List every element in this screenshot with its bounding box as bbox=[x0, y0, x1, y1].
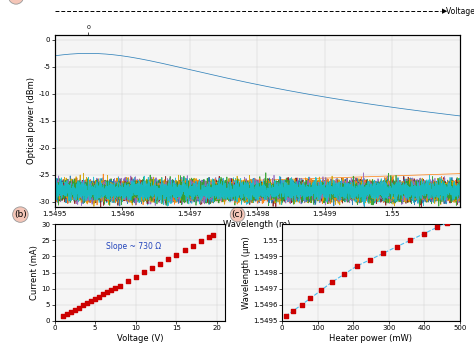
Point bbox=[100, 292, 107, 297]
X-axis label: Voltage (V): Voltage (V) bbox=[117, 334, 163, 343]
Point bbox=[205, 234, 213, 240]
Point bbox=[366, 257, 374, 263]
Point bbox=[317, 287, 325, 293]
Point bbox=[189, 243, 196, 249]
Text: ▶: ▶ bbox=[442, 8, 447, 14]
Y-axis label: Wavelength (μm): Wavelength (μm) bbox=[242, 236, 251, 309]
Point bbox=[173, 252, 180, 257]
Point bbox=[67, 309, 74, 315]
Point bbox=[156, 261, 164, 266]
Text: (c): (c) bbox=[232, 210, 244, 219]
Point bbox=[353, 263, 360, 269]
Point bbox=[83, 300, 91, 306]
Text: Voltage (V): Voltage (V) bbox=[446, 7, 474, 16]
Point bbox=[112, 285, 119, 290]
Text: Slope ~ 730 Ω: Slope ~ 730 Ω bbox=[106, 241, 161, 250]
Point bbox=[132, 274, 139, 279]
Point bbox=[209, 232, 217, 238]
Point bbox=[79, 303, 87, 308]
Point bbox=[124, 278, 131, 284]
Point bbox=[307, 296, 314, 301]
Text: $\times 10^{-6}$: $\times 10^{-6}$ bbox=[436, 238, 460, 249]
Point bbox=[392, 244, 400, 249]
Point bbox=[103, 289, 111, 295]
Y-axis label: Optical power (dBm): Optical power (dBm) bbox=[27, 77, 36, 164]
Point bbox=[95, 294, 103, 299]
Point bbox=[87, 298, 95, 304]
Point bbox=[433, 225, 440, 230]
Point bbox=[420, 231, 428, 237]
X-axis label: Heater power (mW): Heater power (mW) bbox=[329, 334, 412, 343]
Point bbox=[91, 296, 99, 302]
Point bbox=[181, 247, 188, 253]
Point bbox=[452, 217, 459, 222]
Point bbox=[75, 305, 82, 310]
Text: (b): (b) bbox=[14, 210, 27, 219]
Y-axis label: Current (mA): Current (mA) bbox=[29, 245, 38, 300]
Point bbox=[380, 250, 387, 256]
Point bbox=[197, 239, 205, 244]
Point bbox=[328, 279, 336, 285]
Point bbox=[59, 314, 66, 319]
Text: (a): (a) bbox=[10, 0, 22, 1]
Point bbox=[444, 220, 451, 225]
Point bbox=[406, 238, 414, 243]
Point bbox=[116, 283, 123, 288]
Point bbox=[164, 256, 172, 262]
Point bbox=[289, 308, 297, 314]
Point bbox=[298, 302, 305, 307]
Point bbox=[282, 313, 289, 319]
X-axis label: Wavelength (m): Wavelength (m) bbox=[223, 220, 291, 229]
Point bbox=[148, 265, 156, 271]
Point bbox=[108, 287, 115, 293]
Point bbox=[63, 312, 71, 317]
Point bbox=[340, 272, 348, 277]
Point bbox=[71, 307, 79, 313]
Point bbox=[140, 269, 148, 275]
